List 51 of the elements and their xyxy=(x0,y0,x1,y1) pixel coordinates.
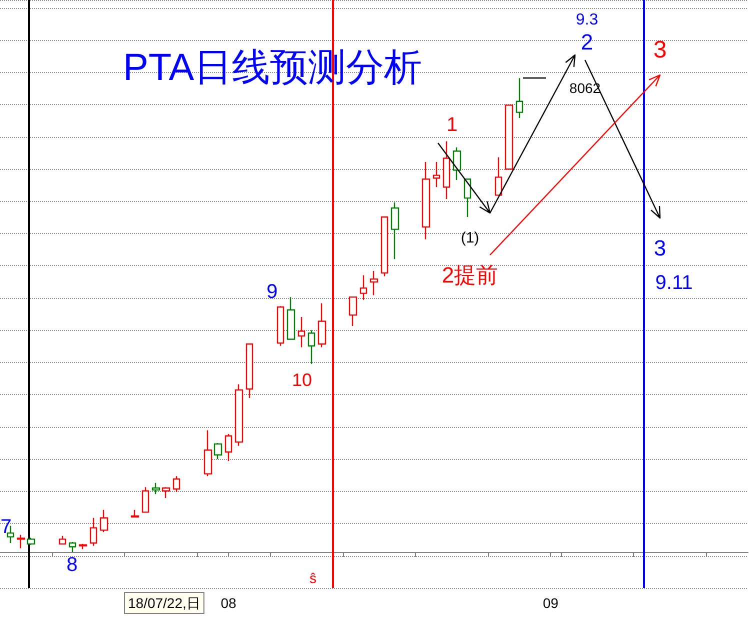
candlestick xyxy=(298,316,306,348)
candlestick xyxy=(26,537,36,546)
annotation: 1 xyxy=(446,114,458,136)
x-tick-label: 08 xyxy=(220,595,237,611)
candlestick xyxy=(58,535,66,545)
candlestick xyxy=(370,270,378,296)
candlestick xyxy=(100,509,108,533)
candlestick xyxy=(360,274,368,301)
candlestick xyxy=(494,156,502,196)
candlestick xyxy=(276,305,284,346)
annotation: 9 xyxy=(266,281,278,303)
candlestick xyxy=(214,442,222,460)
annotation: 9.11 xyxy=(655,272,693,294)
candlestick xyxy=(504,104,514,170)
candlestick xyxy=(390,202,400,260)
annotation: (1) xyxy=(460,230,480,246)
candlestick xyxy=(68,541,76,553)
annotation: 10 xyxy=(292,370,312,390)
candlestick xyxy=(286,296,296,340)
candlestick xyxy=(172,476,180,492)
candlestick xyxy=(516,78,524,119)
candlestick xyxy=(308,330,316,364)
candlestick xyxy=(422,161,430,240)
text: ŝ xyxy=(310,570,316,586)
annotation: 7 xyxy=(0,516,12,538)
text: 18/07/22,日 xyxy=(128,595,200,611)
candlestick xyxy=(78,543,88,550)
candlestick xyxy=(348,296,358,327)
candlestick xyxy=(464,178,472,218)
candlestick xyxy=(142,486,150,513)
text: 3 xyxy=(653,36,667,64)
annotation: 3 xyxy=(654,236,666,260)
x-tick-label: 09 xyxy=(542,595,559,611)
candlestick xyxy=(442,140,450,200)
candlestick xyxy=(380,216,388,277)
candlestick xyxy=(224,433,232,462)
candlestick xyxy=(152,482,160,495)
candlestick xyxy=(318,302,326,348)
candlestick xyxy=(204,430,212,477)
candlestick xyxy=(130,509,140,518)
text: 9.3 xyxy=(576,12,598,28)
candlestick xyxy=(432,161,440,188)
candlestick xyxy=(452,146,462,181)
annotation: 2提前 xyxy=(442,262,498,288)
candlestick xyxy=(162,486,170,499)
candlestick xyxy=(16,534,26,549)
candlestick xyxy=(90,517,98,546)
candlestick xyxy=(246,343,254,399)
text: 8 xyxy=(66,554,78,576)
text: 2 xyxy=(580,30,594,54)
candlestick xyxy=(234,384,244,446)
